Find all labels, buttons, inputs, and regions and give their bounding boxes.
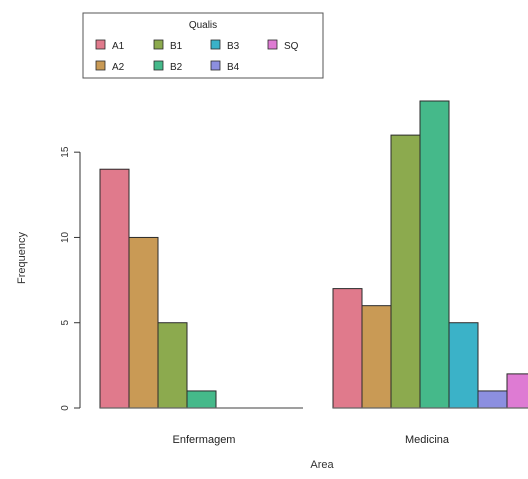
y-tick-label-15: 15: [60, 146, 71, 158]
legend: Qualis A1 A2 B1 B2 B3 B4 SQ: [82, 12, 324, 79]
bar-a1-medicina: [332, 288, 363, 409]
legend-swatch-sq: [267, 39, 278, 50]
bar-a1-enfermagem: [99, 168, 130, 409]
category-label-enfermagem: Enfermagem: [173, 434, 236, 446]
y-axis-title: Frequency: [16, 232, 28, 284]
legend-swatch-b2: [153, 60, 164, 71]
bar-a2-medicina: [361, 305, 392, 409]
category-label-medicina: Medicina: [405, 434, 450, 446]
legend-label-sq: SQ: [284, 41, 299, 52]
y-tick-label-5: 5: [60, 320, 71, 326]
legend-label-b3: B3: [227, 41, 240, 52]
category-labels: Enfermagem Medicina: [173, 434, 450, 446]
bar-b4-medicina: [477, 390, 508, 409]
y-tick-label-0: 0: [60, 405, 71, 411]
legend-title: Qualis: [189, 20, 217, 31]
y-tick-label-10: 10: [60, 231, 71, 243]
legend-swatch-a1: [95, 39, 106, 50]
legend-label-a2: A2: [112, 62, 125, 73]
legend-items: A1 A2 B1 B2 B3 B4 SQ: [95, 39, 299, 73]
bar-b2-enfermagem: [186, 390, 217, 409]
legend-swatch-b4: [210, 60, 221, 71]
bar-a2-enfermagem: [128, 236, 159, 409]
bar-b2-medicina: [419, 100, 450, 409]
legend-swatch-b1: [153, 39, 164, 50]
bar-b1-medicina: [390, 134, 421, 409]
y-axis: 0 5 10 15: [60, 146, 81, 411]
bar-b1-enfermagem: [157, 322, 188, 409]
bar-b3-medicina: [448, 322, 479, 409]
legend-label-a1: A1: [112, 41, 125, 52]
legend-label-b4: B4: [227, 62, 240, 73]
legend-label-b1: B1: [170, 41, 183, 52]
bar-sq-medicina: [506, 373, 528, 409]
legend-swatch-b3: [210, 39, 221, 50]
legend-swatch-a2: [95, 60, 106, 71]
bars-group: [99, 100, 528, 409]
legend-frame: [82, 12, 324, 79]
legend-label-b2: B2: [170, 62, 183, 73]
x-axis-title: Area: [310, 459, 334, 471]
